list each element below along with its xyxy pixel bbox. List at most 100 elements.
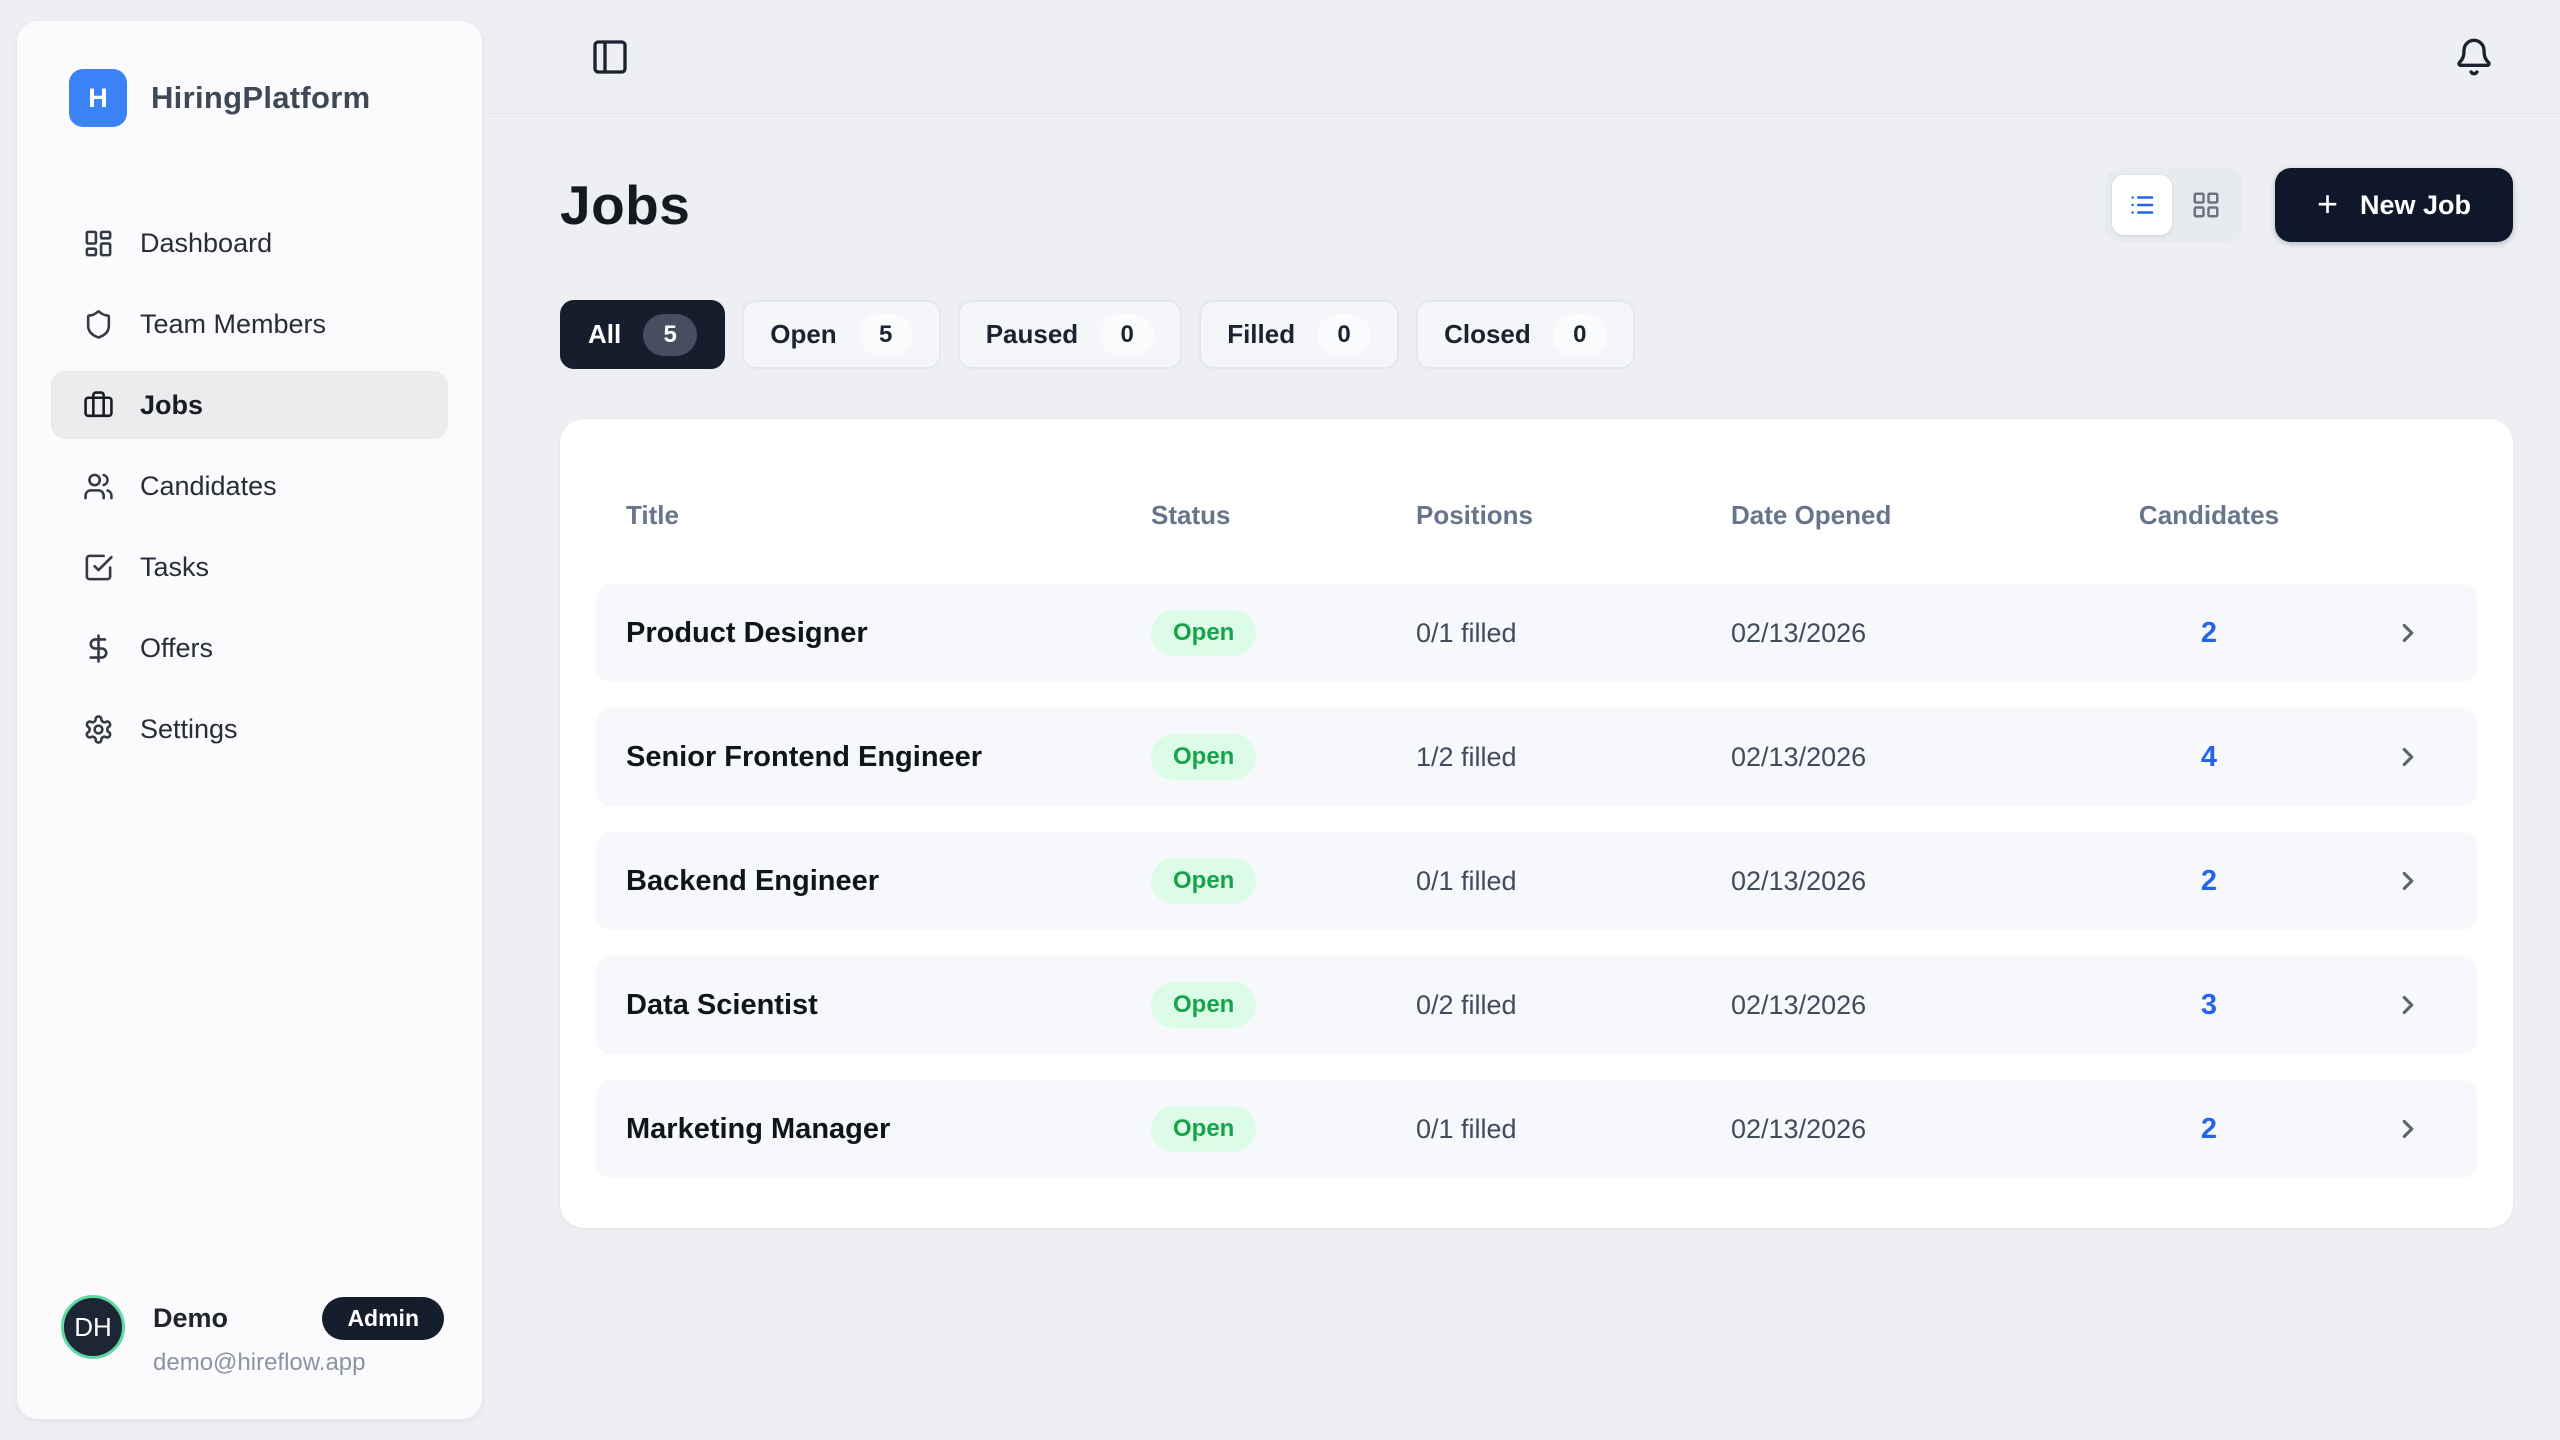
date-opened-cell: 02/13/2026 bbox=[1731, 989, 1867, 1020]
shield-icon bbox=[83, 309, 114, 340]
chevron-right-icon[interactable] bbox=[2393, 866, 2447, 896]
filter-tab[interactable]: Open 5 bbox=[742, 300, 941, 369]
brand-logo: H bbox=[69, 69, 127, 127]
page-title: Jobs bbox=[560, 174, 691, 236]
profile-name: Demo bbox=[153, 1303, 229, 1333]
brand-logo-letter: H bbox=[88, 82, 108, 113]
job-title-cell: Data Scientist bbox=[626, 988, 818, 1021]
job-title-cell: Backend Engineer bbox=[626, 864, 880, 897]
chevron-right-icon[interactable] bbox=[2393, 618, 2447, 648]
bell-icon bbox=[2454, 37, 2494, 77]
candidates-count-link[interactable]: 3 bbox=[2200, 988, 2218, 1021]
new-job-button[interactable]: + New Job bbox=[2274, 168, 2513, 242]
grid-view-button[interactable] bbox=[2176, 175, 2236, 235]
profile-text: Demo Admin demo@hireflow.app bbox=[153, 1295, 444, 1377]
sidebar-item-label: Offers bbox=[140, 632, 214, 663]
candidates-count-link[interactable]: 2 bbox=[2200, 1112, 2218, 1145]
filter-count-badge: 0 bbox=[1100, 313, 1155, 356]
list-view-button[interactable] bbox=[2111, 175, 2172, 235]
date-opened-cell: 02/13/2026 bbox=[1731, 617, 1867, 648]
table-row[interactable]: Senior Frontend Engineer Open 1/2 filled… bbox=[596, 708, 2477, 806]
profile-email: demo@hireflow.app bbox=[153, 1349, 366, 1376]
chevron-right-icon[interactable] bbox=[2393, 1114, 2447, 1144]
filter-tab[interactable]: Filled 0 bbox=[1199, 300, 1400, 369]
candidates-count-link[interactable]: 2 bbox=[2200, 864, 2218, 897]
topbar bbox=[484, 0, 2560, 114]
sidebar-item-label: Dashboard bbox=[140, 227, 273, 258]
avatar: DH bbox=[61, 1295, 125, 1359]
filter-label: Open bbox=[770, 319, 837, 349]
positions-cell: 1/2 filled bbox=[1416, 741, 1517, 772]
briefcase-icon bbox=[83, 390, 114, 421]
job-title-cell: Senior Frontend Engineer bbox=[626, 740, 983, 773]
sidebar-item-label: Team Members bbox=[140, 308, 327, 339]
grid-icon bbox=[2191, 190, 2221, 220]
table-row[interactable]: Data Scientist Open 0/2 filled 02/13/202… bbox=[596, 956, 2477, 1054]
jobs-table-card: Title Status Positions Date Opened Candi… bbox=[560, 419, 2513, 1228]
table-row[interactable]: Product Designer Open 0/1 filled 02/13/2… bbox=[596, 584, 2477, 682]
check-square-icon bbox=[83, 552, 114, 583]
users-icon bbox=[83, 471, 114, 502]
filter-count-badge: 5 bbox=[643, 313, 698, 356]
user-profile[interactable]: DH Demo Admin demo@hireflow.app bbox=[17, 1295, 482, 1419]
avatar-initials: DH bbox=[74, 1311, 112, 1342]
sidebar-item-offers[interactable]: Offers bbox=[51, 614, 448, 682]
panel-left-icon bbox=[590, 37, 630, 77]
job-title-cell: Marketing Manager bbox=[626, 1112, 891, 1145]
table-header-row: Title Status Positions Date Opened Candi… bbox=[596, 469, 2477, 561]
status-badge: Open bbox=[1151, 734, 1257, 780]
positions-cell: 0/1 filled bbox=[1416, 865, 1517, 896]
filter-label: Paused bbox=[985, 319, 1079, 349]
sidebar-item-jobs[interactable]: Jobs bbox=[51, 371, 448, 439]
job-title-cell: Product Designer bbox=[626, 616, 868, 649]
sidebar-item-dashboard[interactable]: Dashboard bbox=[51, 209, 448, 277]
column-header-date-opened: Date Opened bbox=[1731, 499, 1892, 530]
dashboard-icon bbox=[83, 228, 114, 259]
list-icon bbox=[2127, 190, 2157, 220]
sidebar-item-label: Settings bbox=[140, 713, 238, 744]
brand-name: HiringPlatform bbox=[151, 80, 371, 115]
filter-tab[interactable]: Paused 0 bbox=[957, 300, 1183, 369]
chevron-right-icon[interactable] bbox=[2393, 742, 2447, 772]
table-row[interactable]: Backend Engineer Open 0/1 filled 02/13/2… bbox=[596, 832, 2477, 930]
filter-label: Filled bbox=[1227, 319, 1296, 349]
chevron-right-icon[interactable] bbox=[2393, 990, 2447, 1020]
filter-count-badge: 0 bbox=[1317, 313, 1372, 356]
sidebar-item-settings[interactable]: Settings bbox=[51, 695, 448, 763]
date-opened-cell: 02/13/2026 bbox=[1731, 741, 1867, 772]
table-row[interactable]: Marketing Manager Open 0/1 filled 02/13/… bbox=[596, 1080, 2477, 1178]
date-opened-cell: 02/13/2026 bbox=[1731, 1113, 1867, 1144]
column-header-positions: Positions bbox=[1416, 499, 1534, 530]
filter-label: All bbox=[588, 319, 622, 349]
filter-tab[interactable]: All 5 bbox=[560, 300, 726, 369]
new-job-label: New Job bbox=[2359, 189, 2471, 220]
candidates-count-link[interactable]: 4 bbox=[2200, 740, 2218, 773]
positions-cell: 0/2 filled bbox=[1416, 989, 1517, 1020]
table-body: Product Designer Open 0/1 filled 02/13/2… bbox=[596, 584, 2477, 1178]
sidebar-item-team-members[interactable]: Team Members bbox=[51, 290, 448, 358]
sidebar-item-candidates[interactable]: Candidates bbox=[51, 452, 448, 520]
column-header-title: Title bbox=[626, 499, 679, 530]
candidates-count-link[interactable]: 2 bbox=[2200, 616, 2218, 649]
sidebar-toggle-button[interactable] bbox=[584, 31, 636, 83]
status-badge: Open bbox=[1151, 982, 1257, 1028]
status-badge: Open bbox=[1151, 610, 1257, 656]
brand: H HiringPlatform bbox=[17, 21, 482, 127]
sidebar-item-tasks[interactable]: Tasks bbox=[51, 533, 448, 601]
main-area: Jobs + New Job bbox=[484, 0, 2560, 1440]
content: Jobs + New Job bbox=[484, 168, 2560, 1228]
column-header-candidates: Candidates bbox=[2138, 499, 2280, 530]
sidebar-item-label: Tasks bbox=[140, 551, 210, 582]
positions-cell: 0/1 filled bbox=[1416, 617, 1517, 648]
role-badge: Admin bbox=[322, 1297, 444, 1340]
filter-label: Closed bbox=[1444, 319, 1531, 349]
filter-tab[interactable]: Closed 0 bbox=[1416, 300, 1635, 369]
dollar-icon bbox=[83, 633, 114, 664]
status-filters: All 5 Open 5 Paused 0 Filled 0 bbox=[560, 300, 2513, 369]
view-toggle bbox=[2104, 168, 2243, 242]
notifications-button[interactable] bbox=[2448, 31, 2500, 83]
status-badge: Open bbox=[1151, 1106, 1257, 1152]
gear-icon bbox=[83, 714, 114, 745]
plus-icon: + bbox=[2316, 182, 2338, 224]
sidebar: H HiringPlatform Dashboard Team Members … bbox=[16, 20, 483, 1420]
